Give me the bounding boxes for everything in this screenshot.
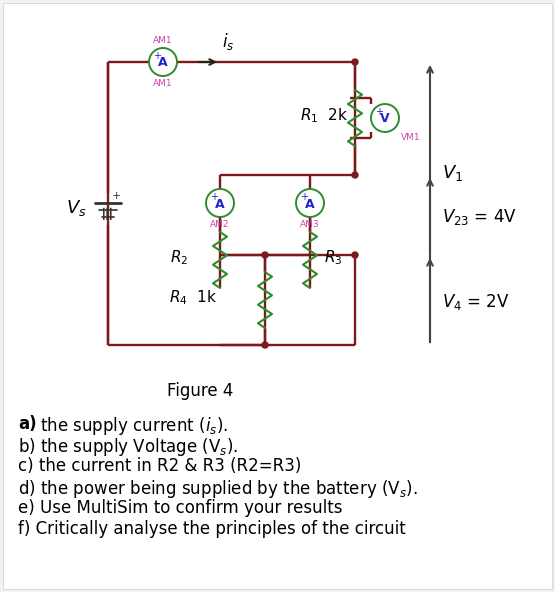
Circle shape <box>371 104 399 132</box>
Text: $V_{23}$ = 4V: $V_{23}$ = 4V <box>442 207 517 227</box>
Text: A: A <box>305 198 315 211</box>
Text: V: V <box>380 112 390 126</box>
Text: c) the current in R2 & R3 (R2=R3): c) the current in R2 & R3 (R2=R3) <box>18 457 301 475</box>
Circle shape <box>352 59 358 65</box>
Text: +: + <box>300 192 308 202</box>
Text: e) Use MultiSim to confirm your results: e) Use MultiSim to confirm your results <box>18 499 342 517</box>
Text: +: + <box>112 191 120 201</box>
Text: +: + <box>153 51 161 61</box>
Text: AM1: AM1 <box>153 79 173 88</box>
Text: $R_1$  2k: $R_1$ 2k <box>300 107 348 126</box>
Text: Figure 4: Figure 4 <box>167 382 233 400</box>
Text: VM1: VM1 <box>401 133 421 142</box>
Text: a): a) <box>18 415 37 433</box>
Text: $R_2$: $R_2$ <box>170 249 188 268</box>
Text: $R_3$: $R_3$ <box>324 249 342 268</box>
Text: AM1: AM1 <box>153 36 173 45</box>
Text: $V_4$ = 2V: $V_4$ = 2V <box>442 292 509 312</box>
Circle shape <box>296 189 324 217</box>
Text: A: A <box>215 198 225 211</box>
FancyBboxPatch shape <box>3 3 552 589</box>
Text: b) the supply Voltage (V$_s$).: b) the supply Voltage (V$_s$). <box>18 436 239 458</box>
Text: d) the power being supplied by the battery (V$_s$).: d) the power being supplied by the batte… <box>18 478 418 500</box>
Text: +: + <box>375 107 383 117</box>
Text: f) Critically analyse the principles of the circuit: f) Critically analyse the principles of … <box>18 520 406 538</box>
Text: $V_s$: $V_s$ <box>65 198 87 218</box>
Circle shape <box>262 252 268 258</box>
Text: $V_1$: $V_1$ <box>442 163 463 183</box>
Text: A: A <box>158 56 168 69</box>
Text: AM2: AM2 <box>210 220 230 229</box>
Text: $i_s$: $i_s$ <box>222 31 234 52</box>
Circle shape <box>352 172 358 178</box>
Text: $\equiv$: $\equiv$ <box>98 205 118 225</box>
Circle shape <box>352 252 358 258</box>
Text: +: + <box>210 192 218 202</box>
Text: $R_4$  1k: $R_4$ 1k <box>169 289 217 307</box>
Text: the supply current ($i_s$).: the supply current ($i_s$). <box>40 415 228 437</box>
Circle shape <box>149 48 177 76</box>
Text: AM3: AM3 <box>300 220 320 229</box>
Circle shape <box>262 342 268 348</box>
Circle shape <box>206 189 234 217</box>
